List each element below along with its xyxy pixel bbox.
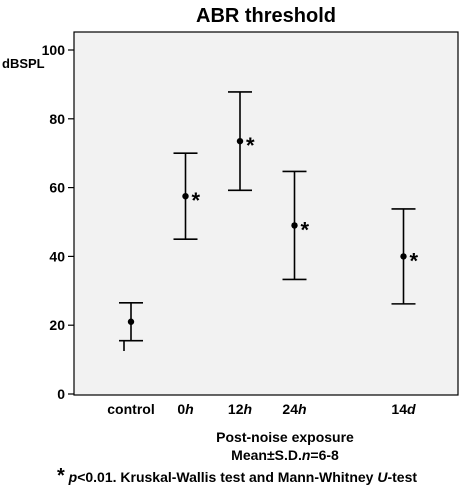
y-axis-unit-label: dBSPL <box>2 56 45 71</box>
data-marks: * * * * <box>119 91 419 351</box>
mean-point <box>127 318 135 325</box>
stats-note-n-symbol: n <box>302 447 311 463</box>
significance-test-note: * p<0.01. Kruskal-Wallis test and Mann-W… <box>57 465 417 487</box>
plot-area <box>73 31 459 396</box>
significance-star: * <box>246 133 255 158</box>
x-category-label: 14d <box>391 401 416 417</box>
x-category-label: 24h <box>282 401 306 417</box>
test-note-text: <0.01. Kruskal-Wallis test and Mann-Whit… <box>77 469 377 485</box>
y-tick-label: 60 <box>49 180 65 196</box>
chart-title: ABR threshold <box>196 5 336 27</box>
y-tick-label: 100 <box>42 42 66 58</box>
x-category-label: 12h <box>228 401 252 417</box>
mean-point <box>182 193 189 200</box>
x-axis-categories: control 0h 12h 24h 14d <box>107 401 416 417</box>
test-note-u-symbol: U <box>377 469 388 485</box>
y-tick-label: 0 <box>57 386 65 402</box>
mean-point <box>291 222 298 229</box>
y-axis: 0 20 40 60 80 100 <box>42 42 74 402</box>
significance-star: * <box>410 248 419 273</box>
x-category-label: 0h <box>177 401 193 417</box>
y-tick-label: 80 <box>49 111 65 127</box>
test-note-suffix: -test <box>387 469 417 485</box>
test-note-star: * <box>57 465 65 487</box>
mean-point <box>236 137 244 145</box>
stats-note: Mean±S.D.n=6-8 <box>231 447 339 463</box>
stats-note-prefix: Mean±S.D. <box>231 447 302 463</box>
x-category-label: control <box>107 401 154 417</box>
significance-star: * <box>192 188 201 213</box>
test-note-p-symbol: p <box>68 469 78 485</box>
y-tick-label: 20 <box>49 317 65 333</box>
x-axis-label: Post-noise exposure <box>216 429 354 445</box>
mean-point <box>400 253 407 260</box>
stats-note-n-value: =6-8 <box>310 447 339 463</box>
y-tick-label: 40 <box>49 248 65 264</box>
significance-star: * <box>301 217 310 242</box>
